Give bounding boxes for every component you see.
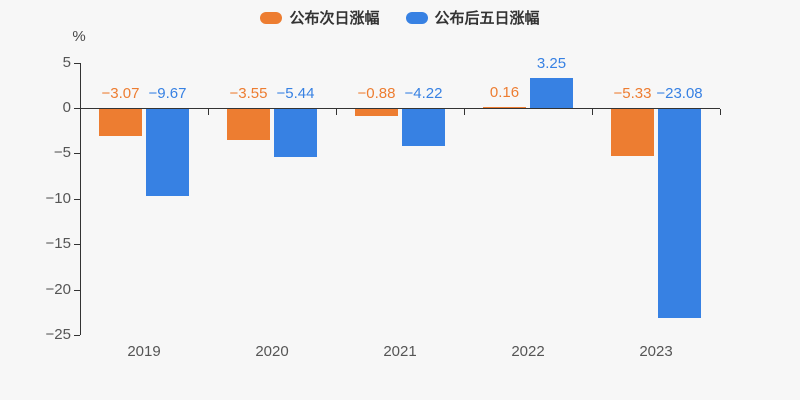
value-label-2019-s1: −9.67: [148, 85, 187, 102]
bar-2021-s0[interactable]: [355, 109, 398, 116]
y-tick: [74, 153, 80, 155]
y-tick-label: 0: [62, 99, 71, 116]
legend-item-next-day[interactable]: 公布次日涨幅: [260, 7, 380, 28]
chart-legend: 公布次日涨幅 公布后五日涨幅: [0, 7, 800, 28]
y-tick-label: −15: [45, 235, 71, 253]
legend-label-five-day: 公布后五日涨幅: [434, 10, 540, 27]
value-label-2021-s0: −0.88: [357, 85, 396, 102]
y-tick: [74, 289, 80, 291]
value-label-2022-s0: 0.16: [489, 83, 520, 101]
value-label-2020-s1: −5.44: [276, 85, 315, 102]
x-tick: [464, 109, 465, 115]
value-label-2022-s1: 3.25: [536, 55, 567, 73]
bar-2021-s1[interactable]: [402, 109, 445, 147]
y-axis-line: [80, 62, 81, 335]
bar-2019-s0[interactable]: [99, 109, 142, 136]
value-label-2023-s1: −23.08: [656, 85, 703, 102]
bar-2023-s1[interactable]: [658, 109, 701, 318]
y-tick-label: −25: [45, 326, 71, 343]
x-tick: [336, 109, 337, 115]
value-label-2021-s1: −4.22: [404, 85, 443, 102]
value-label-2019-s0: −3.07: [101, 85, 140, 102]
legend-marker-next-day: [260, 11, 283, 24]
y-tick-label: −20: [45, 280, 71, 298]
y-tick: [74, 244, 80, 246]
value-label-2020-s0: −3.55: [229, 85, 268, 102]
x-axis-label-2022: 2022: [511, 343, 545, 360]
x-axis-label-2021: 2021: [383, 343, 417, 360]
x-tick: [592, 109, 593, 115]
x-axis-label-2020: 2020: [255, 343, 289, 360]
x-tick: [208, 109, 209, 115]
legend-label-next-day: 公布次日涨幅: [289, 10, 380, 27]
value-label-2023-s0: −5.33: [613, 85, 652, 102]
y-tick: [74, 198, 80, 200]
y-tick: [74, 335, 80, 336]
y-tick-label: −10: [45, 189, 71, 207]
bar-2020-s1[interactable]: [274, 109, 317, 158]
x-axis-line: [80, 108, 720, 109]
legend-item-five-day[interactable]: 公布后五日涨幅: [405, 7, 540, 28]
y-tick: [74, 62, 80, 64]
x-tick: [720, 109, 721, 115]
x-axis-label-2023: 2023: [639, 343, 673, 360]
y-tick-label: 5: [62, 53, 71, 71]
bar-2020-s0[interactable]: [227, 109, 270, 141]
bar-2023-s0[interactable]: [611, 109, 654, 157]
y-tick-label: −5: [53, 144, 71, 162]
bar-2022-s1[interactable]: [530, 78, 573, 108]
bar-2019-s1[interactable]: [146, 109, 189, 196]
bar-2022-s0[interactable]: [483, 106, 526, 108]
y-axis-unit-label: %: [72, 28, 86, 45]
y-tick: [74, 108, 80, 109]
x-axis-label-2019: 2019: [127, 343, 161, 360]
legend-marker-five-day: [405, 11, 428, 24]
